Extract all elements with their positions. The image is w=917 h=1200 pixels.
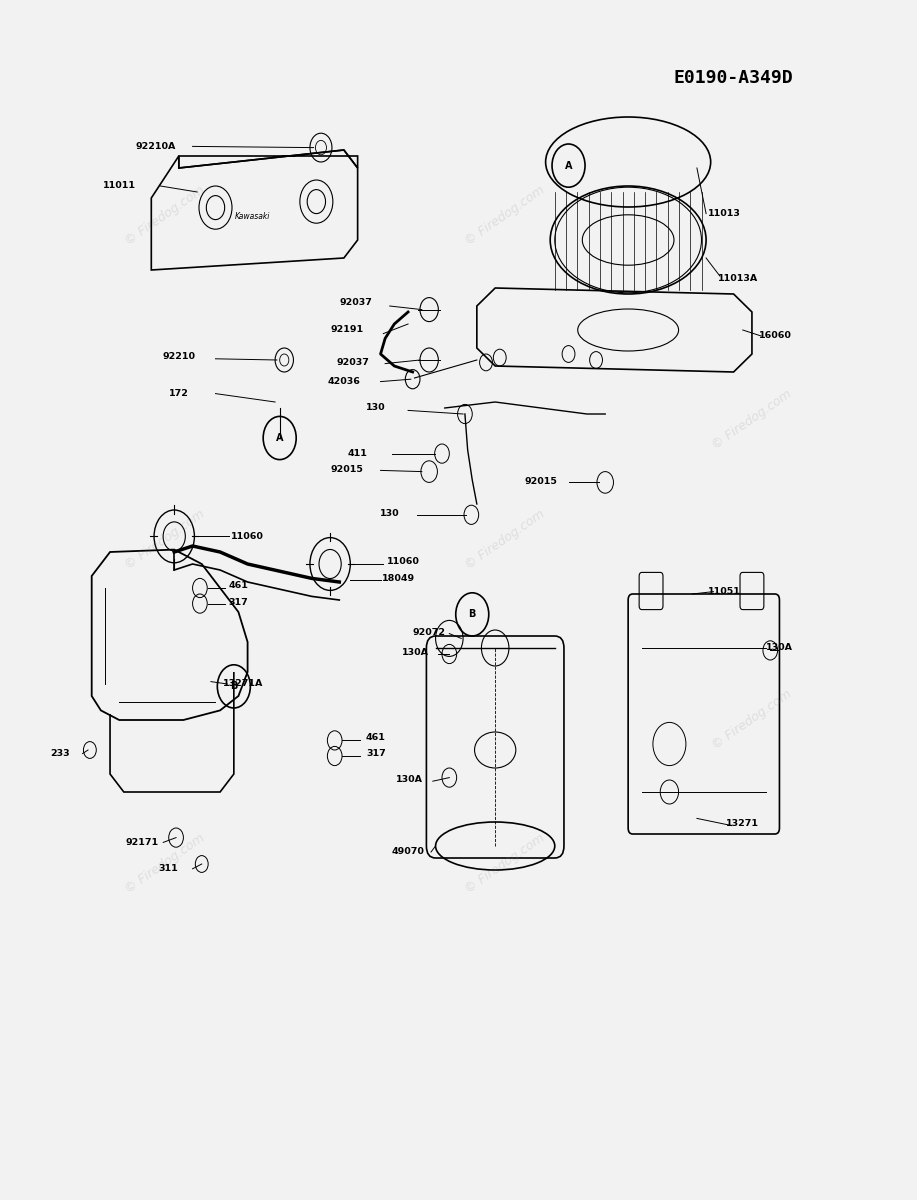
Text: 11013A: 11013A <box>718 274 758 283</box>
Text: 233: 233 <box>50 749 70 758</box>
Text: B: B <box>230 682 238 691</box>
Text: 11013: 11013 <box>708 209 741 218</box>
Text: © Firedog.com: © Firedog.com <box>710 688 794 752</box>
Text: 461: 461 <box>366 733 386 743</box>
Text: 461: 461 <box>228 581 249 590</box>
Text: 317: 317 <box>228 598 249 607</box>
Text: 11011: 11011 <box>103 181 136 191</box>
Text: 92191: 92191 <box>330 325 363 335</box>
Text: © Firedog.com: © Firedog.com <box>462 832 547 896</box>
Text: 13271: 13271 <box>726 818 759 828</box>
Text: © Firedog.com: © Firedog.com <box>123 508 207 572</box>
Text: A: A <box>565 161 572 170</box>
Text: 49070: 49070 <box>392 847 425 857</box>
Text: 11060: 11060 <box>231 532 264 541</box>
Text: 42036: 42036 <box>327 377 360 386</box>
Text: 16060: 16060 <box>758 331 791 341</box>
Text: Kawasaki: Kawasaki <box>235 211 270 221</box>
Text: © Firedog.com: © Firedog.com <box>710 388 794 452</box>
Text: 11051: 11051 <box>708 587 741 596</box>
Text: 92072: 92072 <box>413 628 446 637</box>
Text: 13271A: 13271A <box>223 679 263 689</box>
Text: © Firedog.com: © Firedog.com <box>462 184 547 248</box>
Text: 311: 311 <box>158 864 178 874</box>
Text: 130: 130 <box>366 403 386 413</box>
Text: 317: 317 <box>366 749 386 758</box>
Text: © Firedog.com: © Firedog.com <box>123 184 207 248</box>
Text: 130A: 130A <box>396 775 424 785</box>
Text: 92171: 92171 <box>126 838 159 847</box>
Text: E0190-A349D: E0190-A349D <box>674 68 793 86</box>
Text: © Firedog.com: © Firedog.com <box>123 832 207 896</box>
Text: 130: 130 <box>380 509 400 518</box>
Text: A: A <box>276 433 283 443</box>
Text: 92015: 92015 <box>330 464 363 474</box>
Text: © Firedog.com: © Firedog.com <box>462 508 547 572</box>
Text: 130A: 130A <box>402 648 429 658</box>
Text: 92037: 92037 <box>339 298 372 307</box>
Text: 411: 411 <box>348 449 368 458</box>
Text: 130A: 130A <box>766 643 793 653</box>
Text: B: B <box>469 610 476 619</box>
Text: 172: 172 <box>169 389 189 398</box>
Text: 92210A: 92210A <box>136 142 176 151</box>
Text: 11060: 11060 <box>387 557 420 566</box>
Text: 18049: 18049 <box>382 574 415 583</box>
Text: 92037: 92037 <box>337 358 370 367</box>
Text: 92015: 92015 <box>525 476 558 486</box>
Text: 92210: 92210 <box>162 352 195 361</box>
